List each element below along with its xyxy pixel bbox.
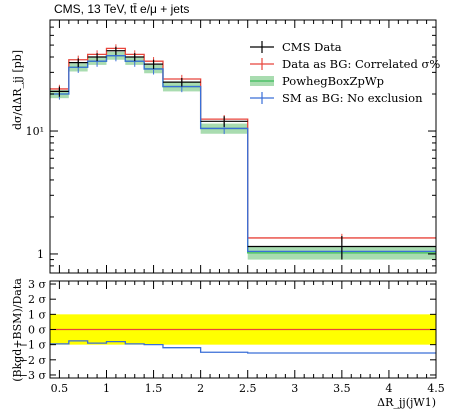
y-tick-label-1: 1	[37, 248, 44, 261]
ratio-plot: 3 σ 2 σ 1 σ 0 σ −1 σ −2 σ −3 σ 0.5 1 1.5 2 2.5 3 3.5 4…	[19, 278, 445, 395]
x-tick-label: 3.5	[333, 382, 351, 395]
legend-entry-label: Data as BG: Correlated σ%	[282, 57, 440, 71]
ratio-series-line	[50, 340, 436, 354]
legend: CMS Data Data as BG: Correlated σ% PowhegB…	[250, 40, 440, 105]
y-axis-label: dσ/dΔR_jj [pb]	[11, 50, 24, 130]
legend-entry-label: SM as BG: No exclusion	[282, 91, 423, 105]
chart-title: CMS, 13 TeV, tt̄ e/μ + jets	[54, 2, 189, 16]
ratio-tick-label: 3 σ	[28, 278, 46, 291]
x-tick-label: 0.5	[51, 382, 69, 395]
legend-entry-label: PowhegBoxZpWp	[282, 74, 384, 88]
ratio-tick-label: −3 σ	[19, 369, 47, 382]
ratio-tick-label: −1 σ	[19, 339, 47, 352]
main-plot: 1 10¹	[26, 19, 437, 274]
x-tick-label: 1.5	[145, 382, 163, 395]
x-tick-label: 4	[385, 382, 392, 395]
y-tick-label-10: 10¹	[26, 125, 44, 138]
legend-entry-label: CMS Data	[282, 40, 342, 54]
main-frame	[49, 19, 437, 274]
x-axis-label: ΔR_jj(jW1)	[377, 396, 436, 409]
x-tick-label: 4.5	[427, 382, 445, 395]
x-tick-label: 3	[291, 382, 298, 395]
x-tick-label: 2.5	[239, 382, 257, 395]
ratio-y-axis-label: (Bkgd+BSM)/Data	[11, 278, 24, 382]
x-tick-label: 2	[197, 382, 204, 395]
ratio-tick-label: 2 σ	[28, 293, 46, 306]
ratio-tick-label: −2 σ	[19, 354, 47, 367]
x-tick-label: 1	[103, 382, 110, 395]
ratio-tick-label: 1 σ	[28, 308, 46, 321]
ratio-tick-label: 0 σ	[28, 324, 46, 337]
